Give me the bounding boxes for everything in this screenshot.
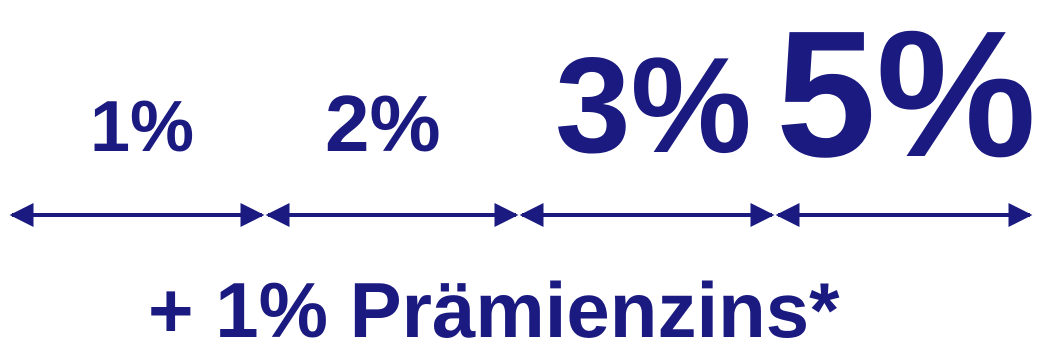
tier-range-arrows	[9, 203, 1033, 227]
bonus-interest-label: + 1% Prämienzins*	[148, 266, 840, 354]
tier-2-rate-label: 2%	[325, 79, 441, 168]
tier-4-rate-label: 5%	[776, 0, 1037, 195]
tier-1-rate-label: 1%	[90, 87, 195, 167]
tier-3-rate-label: 3%	[555, 29, 752, 181]
